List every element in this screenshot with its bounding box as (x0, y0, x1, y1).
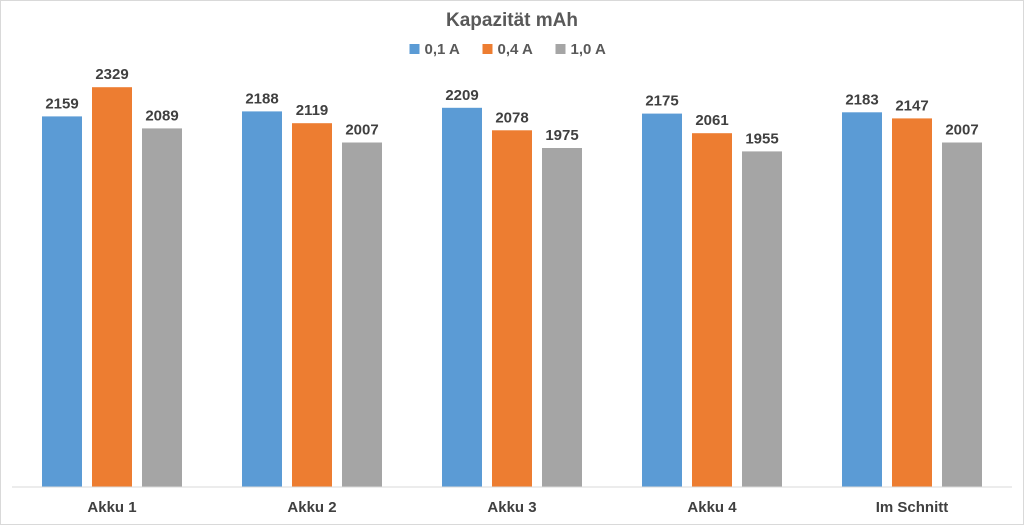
data-label: 1955 (745, 130, 778, 147)
bar (142, 128, 182, 487)
legend-swatch (482, 44, 493, 54)
data-label: 2078 (495, 109, 528, 126)
bar (292, 123, 332, 487)
category-label: Im Schnitt (876, 499, 949, 516)
bar (642, 113, 682, 487)
data-label: 2188 (245, 90, 278, 107)
category-label: Akku 1 (87, 499, 136, 516)
value-labels: 2159 2329 2089 2188 2119 2007 2209 2078 1975 2175… (45, 66, 978, 147)
data-label: 2159 (45, 95, 78, 112)
legend-swatch (409, 44, 420, 54)
data-label: 2119 (296, 102, 329, 119)
data-label: 2183 (845, 91, 878, 108)
category-label: Akku 2 (287, 499, 336, 516)
bar (942, 142, 982, 487)
data-label: 2007 (945, 122, 978, 139)
legend: 0,1 A 0,4 A 1,0 A (409, 41, 606, 58)
bar (692, 133, 732, 487)
category-labels: Akku 1 Akku 2 Akku 3 Akku 4 Im Schnitt (87, 499, 948, 516)
data-label: 1975 (545, 127, 578, 144)
legend-swatch (555, 44, 566, 54)
data-label: 2175 (645, 93, 678, 110)
data-label: 2329 (95, 66, 128, 83)
data-label: 2061 (695, 112, 728, 129)
bar (92, 87, 132, 487)
bar (442, 107, 482, 488)
bar (742, 151, 782, 487)
bar (542, 148, 582, 487)
legend-label: 1,0 A (571, 41, 606, 58)
chart-title: Kapazität mAh (446, 10, 578, 31)
category-label: Akku 4 (687, 499, 737, 516)
data-label: 2147 (895, 97, 928, 114)
legend-label: 0,4 A (498, 41, 533, 58)
bar (492, 130, 532, 488)
bar (842, 112, 882, 488)
bars (42, 87, 982, 488)
category-label: Akku 3 (487, 499, 536, 516)
bar (892, 118, 932, 488)
legend-label: 0,1 A (425, 41, 460, 58)
data-label: 2209 (445, 87, 478, 104)
bar (42, 116, 82, 488)
data-label: 2007 (345, 122, 378, 139)
bar (342, 142, 382, 487)
bar (242, 111, 282, 488)
data-label: 2089 (145, 107, 178, 124)
